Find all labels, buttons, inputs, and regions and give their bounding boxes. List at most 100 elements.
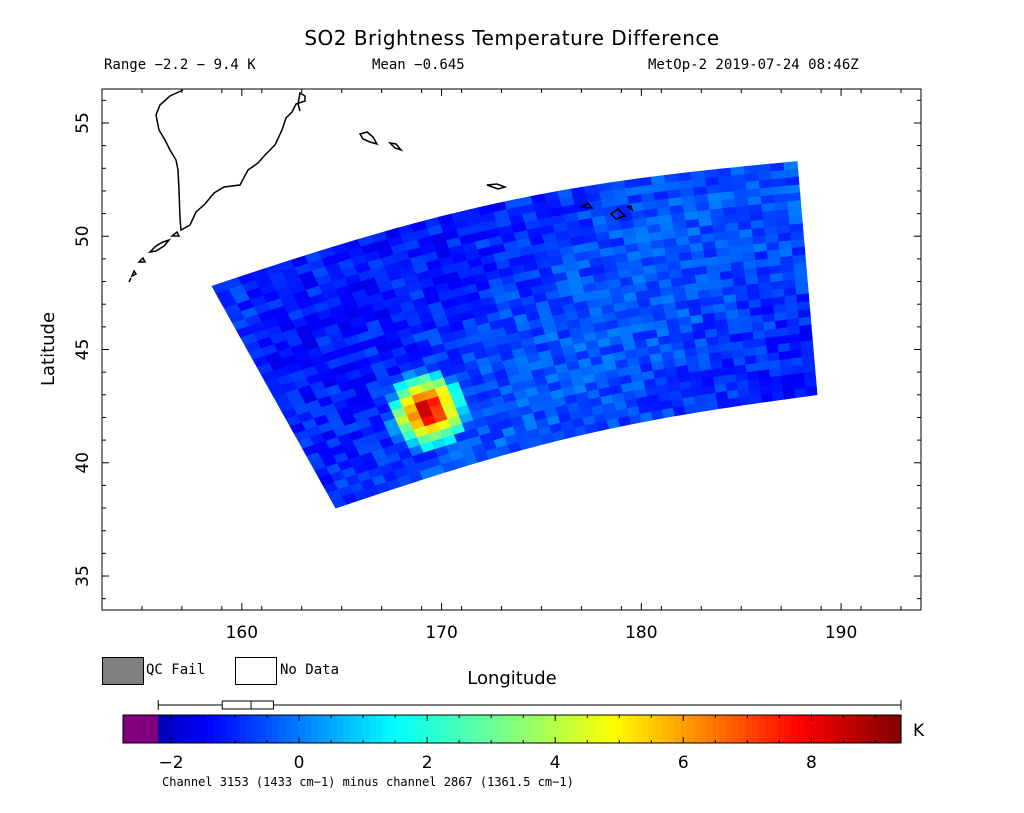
colorbar-segment [181,715,189,743]
colorbar-segment [220,715,228,743]
colorbar-segment [492,715,500,743]
colorbar-segment [246,715,254,743]
colorbar-segment [408,715,416,743]
colorbar-segment [797,715,805,743]
y-tick-label: 35 [73,565,93,587]
colorbar-segment [187,715,195,743]
x-tick-label: 160 [226,623,258,643]
colorbar-segment [881,715,889,743]
colorbar-segment [252,715,260,743]
colorbar-segment [615,715,623,743]
mean-label: Mean −0.645 [372,57,465,73]
colorbar-segment [635,715,643,743]
colorbar-segment [466,715,474,743]
colorbar-segment [311,715,319,743]
colorbar-segment [557,715,565,743]
colorbar-segment [712,715,721,743]
colorbar-unit: K [913,721,925,741]
no-data-swatch [235,657,277,685]
colorbar-segment [304,715,312,743]
colorbar-segment [687,715,695,743]
colorbar-segment [213,715,221,743]
colorbar-segment [875,715,883,743]
swath-pixel [805,386,818,397]
colorbar-segment [434,715,442,743]
colorbar-segment [524,715,533,743]
colorbar-segment [259,715,267,743]
colorbar-segment [868,715,876,743]
colorbar-segment [421,715,429,743]
swath-pixel [639,411,654,423]
colorbar-segment [550,715,558,743]
colorbar-segment [427,715,435,743]
swath-pixel [650,409,665,421]
colorbar-segment [330,715,338,743]
swath-pixel [749,394,763,405]
colorbar-segment [298,715,306,743]
colorbar-segment [654,715,662,743]
colorbar-segment [278,715,286,743]
x-axis-title: Longitude [467,668,557,689]
colorbar-segment [706,715,714,743]
satellite-time-label: MetOp-2 2019-07-24 08:46Z [648,57,859,73]
y-tick-label: 45 [73,339,93,361]
colorbar-segment [661,715,669,743]
y-axis-title: Latitude [38,312,59,386]
swath-pixel [694,402,709,413]
colorbar-segment [317,715,325,743]
colorbar-segment [674,715,682,743]
colorbar-tick-label: 6 [678,753,689,773]
colorbar-tick-label: −2 [158,753,183,773]
kamchatka-coastline [155,89,306,232]
range-label: Range −2.2 − 9.4 K [104,57,256,73]
colorbar-segment [401,715,409,743]
coastline-layer [128,89,634,283]
colorbar-segment [570,715,578,743]
colorbar-segment [518,715,526,743]
colorbar-segment [888,715,896,743]
colorbar-segment [764,715,772,743]
colorbar-underflow [123,715,159,743]
colorbar-segment [738,715,746,743]
colorbar-frame [122,714,902,744]
kuril-islands [128,230,181,283]
colorbar-segment [291,715,299,743]
colorbar-segment [544,715,552,743]
colorbar-tick-label: 2 [422,753,433,773]
colorbar-segment [537,715,546,743]
colorbar-segment [758,715,766,743]
colorbar-segment [356,715,364,743]
colorbar-segment [375,715,383,743]
colorbar-segment [849,715,857,743]
y-tick-label: 50 [73,225,93,247]
colorbar-segment [479,715,487,743]
colorbar-segment [395,715,403,743]
colorbar-segment [323,715,332,743]
colorbar-segment [174,715,182,743]
colorbar-segment [784,715,792,743]
colorbar-segment [803,715,811,743]
colorbar-segment [894,715,902,743]
colorbar-segment [667,715,675,743]
colorbar-segment [155,715,163,743]
colorbar-segment [362,715,370,743]
colorbar-segment [648,715,656,743]
swath-pixel [617,415,632,427]
colorbar-segment [719,715,727,743]
colorbar-segment [233,715,241,743]
colorbar-segment [285,715,293,743]
commander-islands [358,131,404,152]
colorbar-segment [200,715,208,743]
colorbar-tick-label: 8 [806,753,817,773]
colorbar-segment [563,715,571,743]
colorbar-segment [453,715,461,743]
colorbar-segment [602,715,610,743]
colorbar-segment [576,715,584,743]
colorbar-segment [583,715,591,743]
colorbar-segment [499,715,507,743]
colorbar-segment [810,715,818,743]
colorbar-segment [771,715,779,743]
colorbar-segment [823,715,831,743]
colorbar-segment [447,715,455,743]
colorbar-segment [693,715,701,743]
